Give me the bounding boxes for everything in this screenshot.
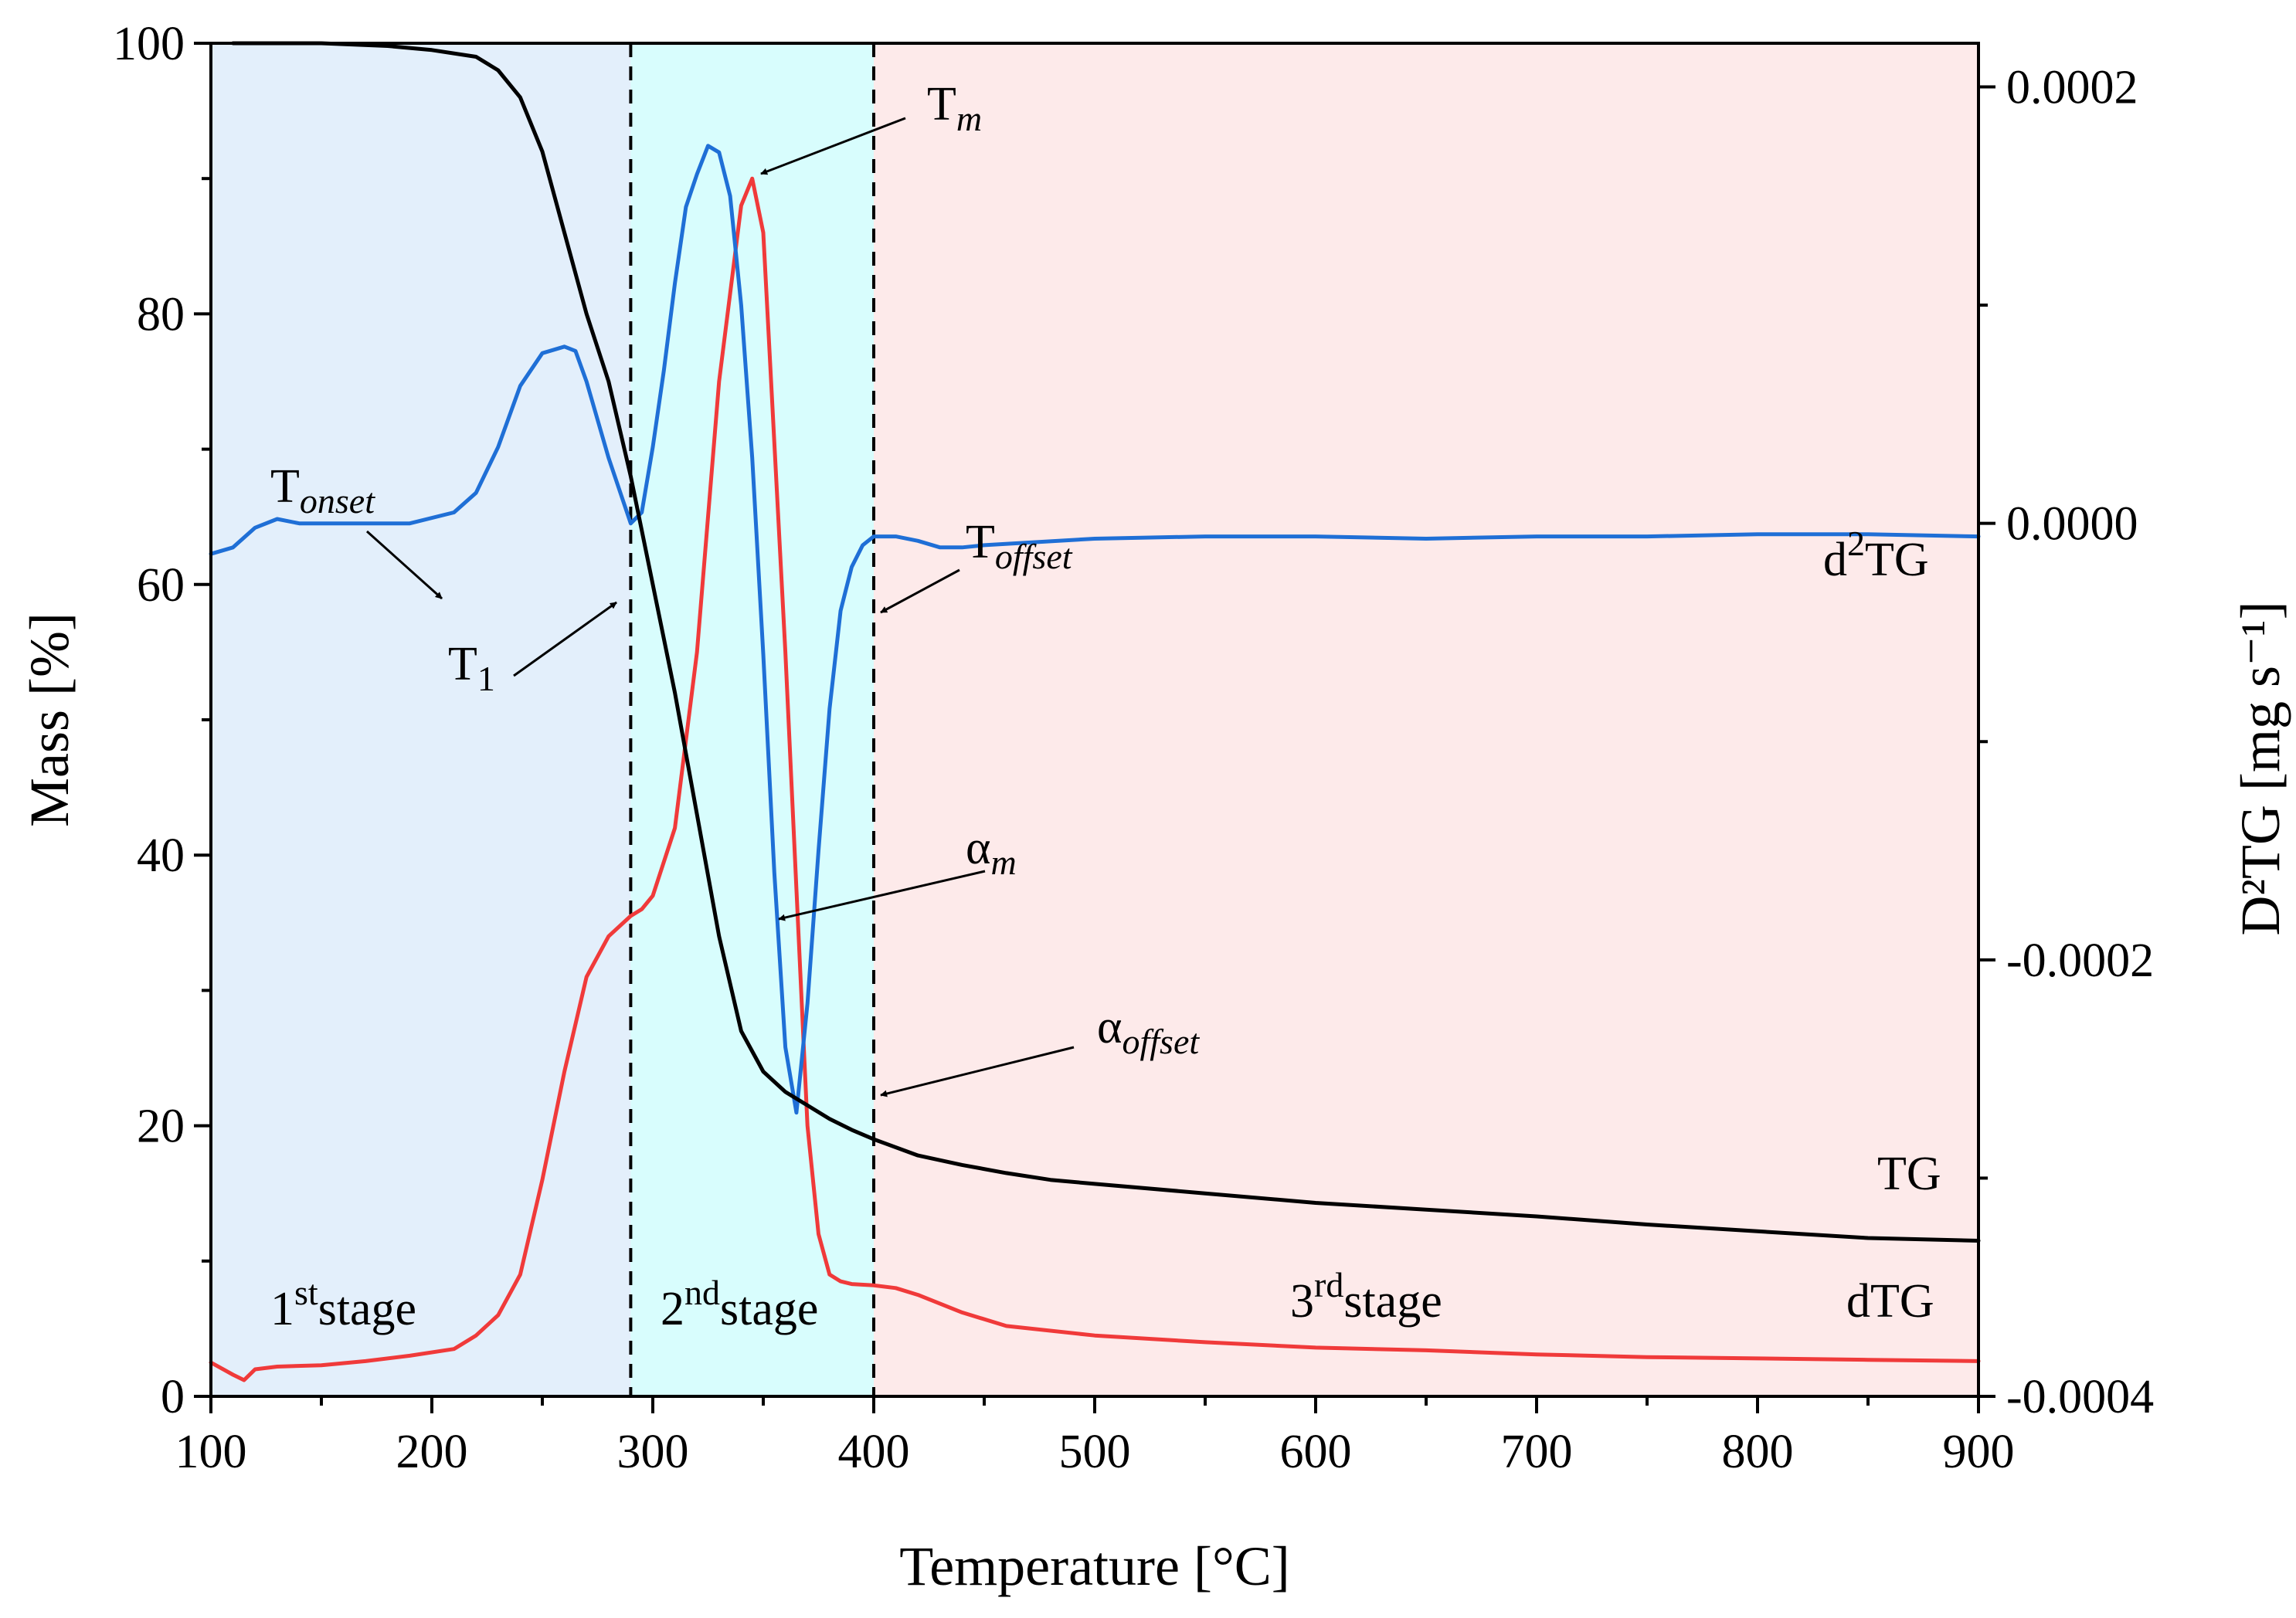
annotation-t-m: Tm <box>760 78 982 175</box>
x-tick-label: 700 <box>1501 1426 1573 1478</box>
svg-text:αoffset: αoffset <box>1097 1001 1200 1061</box>
y-tick-label: 40 <box>137 829 185 882</box>
y2-tick-label: 0.0000 <box>2006 498 2138 551</box>
svg-text:Tonset: Tonset <box>270 460 375 521</box>
y-tick-label: 60 <box>137 559 185 612</box>
annotation-t-offset: Toffset <box>880 516 1073 614</box>
y-tick-label: 80 <box>137 288 185 341</box>
arrow-t-m <box>760 117 906 175</box>
x-axis-title: Temperature [°C] <box>899 1535 1290 1597</box>
series-tg-line <box>231 41 1981 1243</box>
annotation-alpha-m: αm <box>778 822 1017 921</box>
svg-text:αm: αm <box>966 822 1017 882</box>
svg-text:Toffset: Toffset <box>966 516 1073 576</box>
x-tick-label: 400 <box>838 1426 910 1478</box>
annotation-alpha-offset: αoffset <box>880 1001 1200 1097</box>
x-tick-label: 500 <box>1059 1426 1131 1478</box>
curve-label-dtg: dTG <box>1846 1275 1934 1328</box>
curve-label-d2tg: d2TG <box>1823 524 1929 586</box>
annotation-t-onset: Tonset <box>270 460 443 600</box>
y-tick-label: 0 <box>161 1371 185 1423</box>
curve-label-tg: TG <box>1877 1148 1941 1200</box>
series-dtg-line <box>209 176 1981 1382</box>
arrow-t-onset <box>365 530 443 600</box>
y2-tick-label: -0.0004 <box>2006 1371 2154 1423</box>
y-tick-label: 20 <box>137 1101 185 1153</box>
y-tick-label: 100 <box>113 18 185 70</box>
svg-text:T1: T1 <box>448 638 495 698</box>
x-tick-label: 600 <box>1280 1426 1352 1478</box>
y-axis-title: Mass [%] <box>19 612 80 827</box>
stage-band-1 <box>211 43 631 1396</box>
x-tick-label: 800 <box>1722 1426 1794 1478</box>
series-dtg-line <box>209 144 1981 1115</box>
x-tick-label: 300 <box>617 1426 689 1478</box>
stage-label-1: 1ststage <box>270 1273 416 1335</box>
x-tick-label: 100 <box>175 1426 247 1478</box>
y2-tick-label: -0.0002 <box>2006 935 2154 987</box>
x-tick-label: 900 <box>1943 1426 2015 1478</box>
y2-tick-label: 0.0002 <box>2006 62 2138 114</box>
arrow-alpha-offset <box>880 1046 1075 1097</box>
stage-label-2: 2ndstage <box>661 1273 818 1335</box>
stage-band-2 <box>630 43 874 1396</box>
svg-text:Tm: Tm <box>927 78 982 138</box>
y2-axis-title: D²TG [mg s⁻¹] <box>2230 601 2291 935</box>
arrow-t1 <box>513 601 617 677</box>
arrow-alpha-m <box>778 870 986 921</box>
stage-band-3 <box>874 43 1978 1396</box>
annotation-t1: T1 <box>448 601 617 698</box>
x-tick-label: 200 <box>396 1426 468 1478</box>
arrow-t-offset <box>880 568 960 614</box>
stage-label-3: 3rdstage <box>1290 1265 1442 1328</box>
